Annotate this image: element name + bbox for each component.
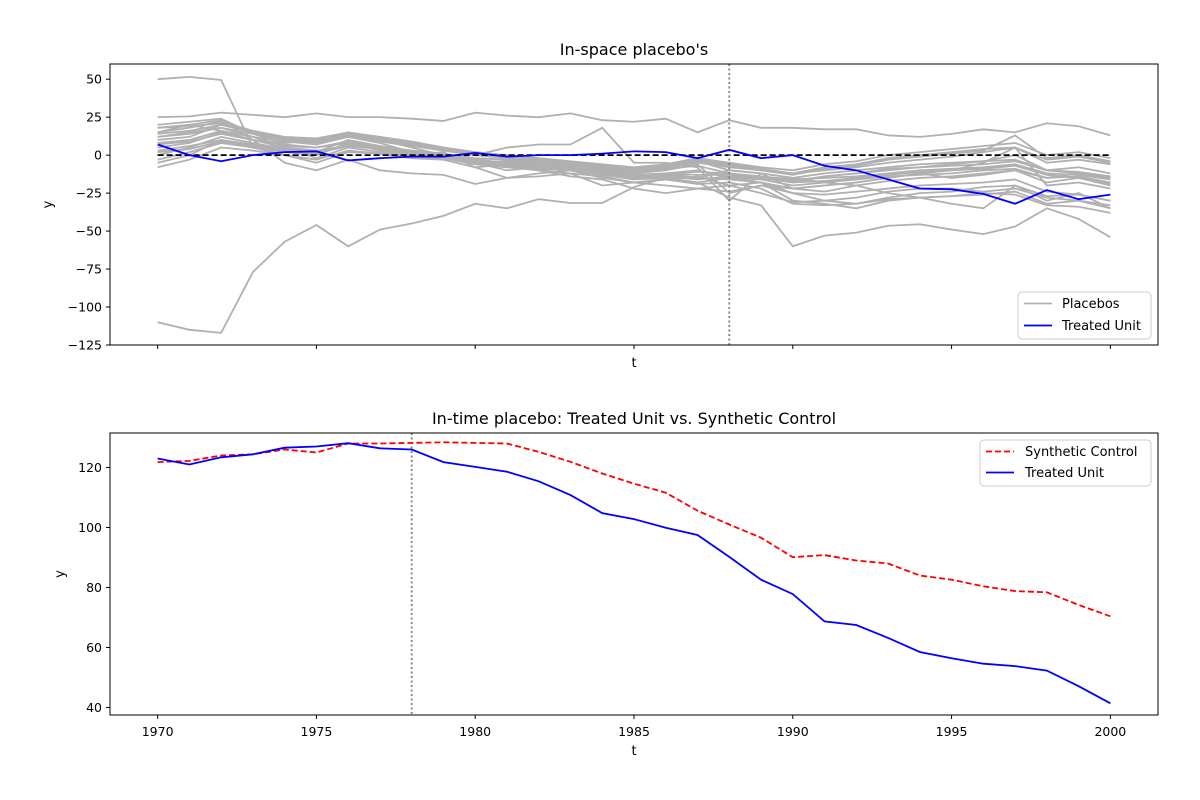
y-tick-label: 80 (86, 580, 102, 595)
y-tick-label: −125 (68, 338, 102, 353)
legend: Placebos Treated Unit (1017, 291, 1152, 340)
in-time-placebo-chart: In-time placebo: Treated Unit vs. Synthe… (53, 409, 1159, 759)
legend-label-treated-unit: Treated Unit (1024, 466, 1104, 481)
plot-frame (109, 63, 1159, 346)
legend-label-synthetic-control: Synthetic Control (1025, 445, 1138, 460)
y-axis-label: y (53, 570, 68, 578)
x-axis-label: t (631, 744, 636, 759)
x-axis-label: t (631, 356, 636, 371)
placebo-line-9 (157, 131, 1111, 193)
x-tick-label: 1990 (777, 724, 809, 739)
placebo-line-20 (157, 123, 1111, 190)
x-tick-label: 1975 (301, 724, 333, 739)
placebo-line-11 (157, 146, 1111, 187)
y-tick-label: 120 (78, 460, 102, 475)
legend-label-treated-unit: Treated Unit (1061, 319, 1141, 334)
placebo-line-1 (157, 76, 1111, 195)
chart-title: In-time placebo: Treated Unit vs. Synthe… (432, 409, 836, 428)
legend-box (979, 439, 1152, 487)
placebo-line-18 (157, 122, 1111, 176)
y-tick-label: −25 (76, 186, 102, 201)
placebo-line-16 (157, 126, 1111, 175)
placebo-line-3 (157, 177, 1111, 334)
y-tick-label: −75 (76, 262, 102, 277)
treated-unit-line (157, 143, 1111, 205)
y-tick-label: 60 (86, 640, 102, 655)
in-space-placebo-chart: In-space placebo's 50 25 0 −25 −50 −75 −100 −12… (41, 40, 1159, 371)
x-tick-label: 1985 (618, 724, 650, 739)
y-axis-label: y (41, 200, 56, 208)
y-tick-label: −50 (76, 224, 102, 239)
legend-label-placebos: Placebos (1062, 297, 1120, 312)
synthetic-control-line (157, 441, 1111, 618)
y-tick-label: 25 (86, 110, 102, 125)
x-tick-label: 1980 (459, 724, 491, 739)
y-tick-label: 100 (78, 520, 102, 535)
placebo-line-14 (157, 120, 1111, 172)
x-tick-label: 1970 (142, 724, 174, 739)
treated-unit-line (157, 442, 1111, 705)
placebo-line-2 (157, 111, 1111, 138)
legend: Synthetic Control Treated Unit (979, 439, 1152, 487)
chart-title: In-space placebo's (560, 40, 708, 59)
y-tick-label: 40 (86, 700, 102, 715)
x-tick-label: 2000 (1094, 724, 1126, 739)
x-tick-label: 1995 (936, 724, 968, 739)
y-tick-label: −100 (68, 300, 102, 315)
y-tick-label: 50 (86, 72, 102, 87)
y-tick-label: 0 (94, 148, 102, 163)
